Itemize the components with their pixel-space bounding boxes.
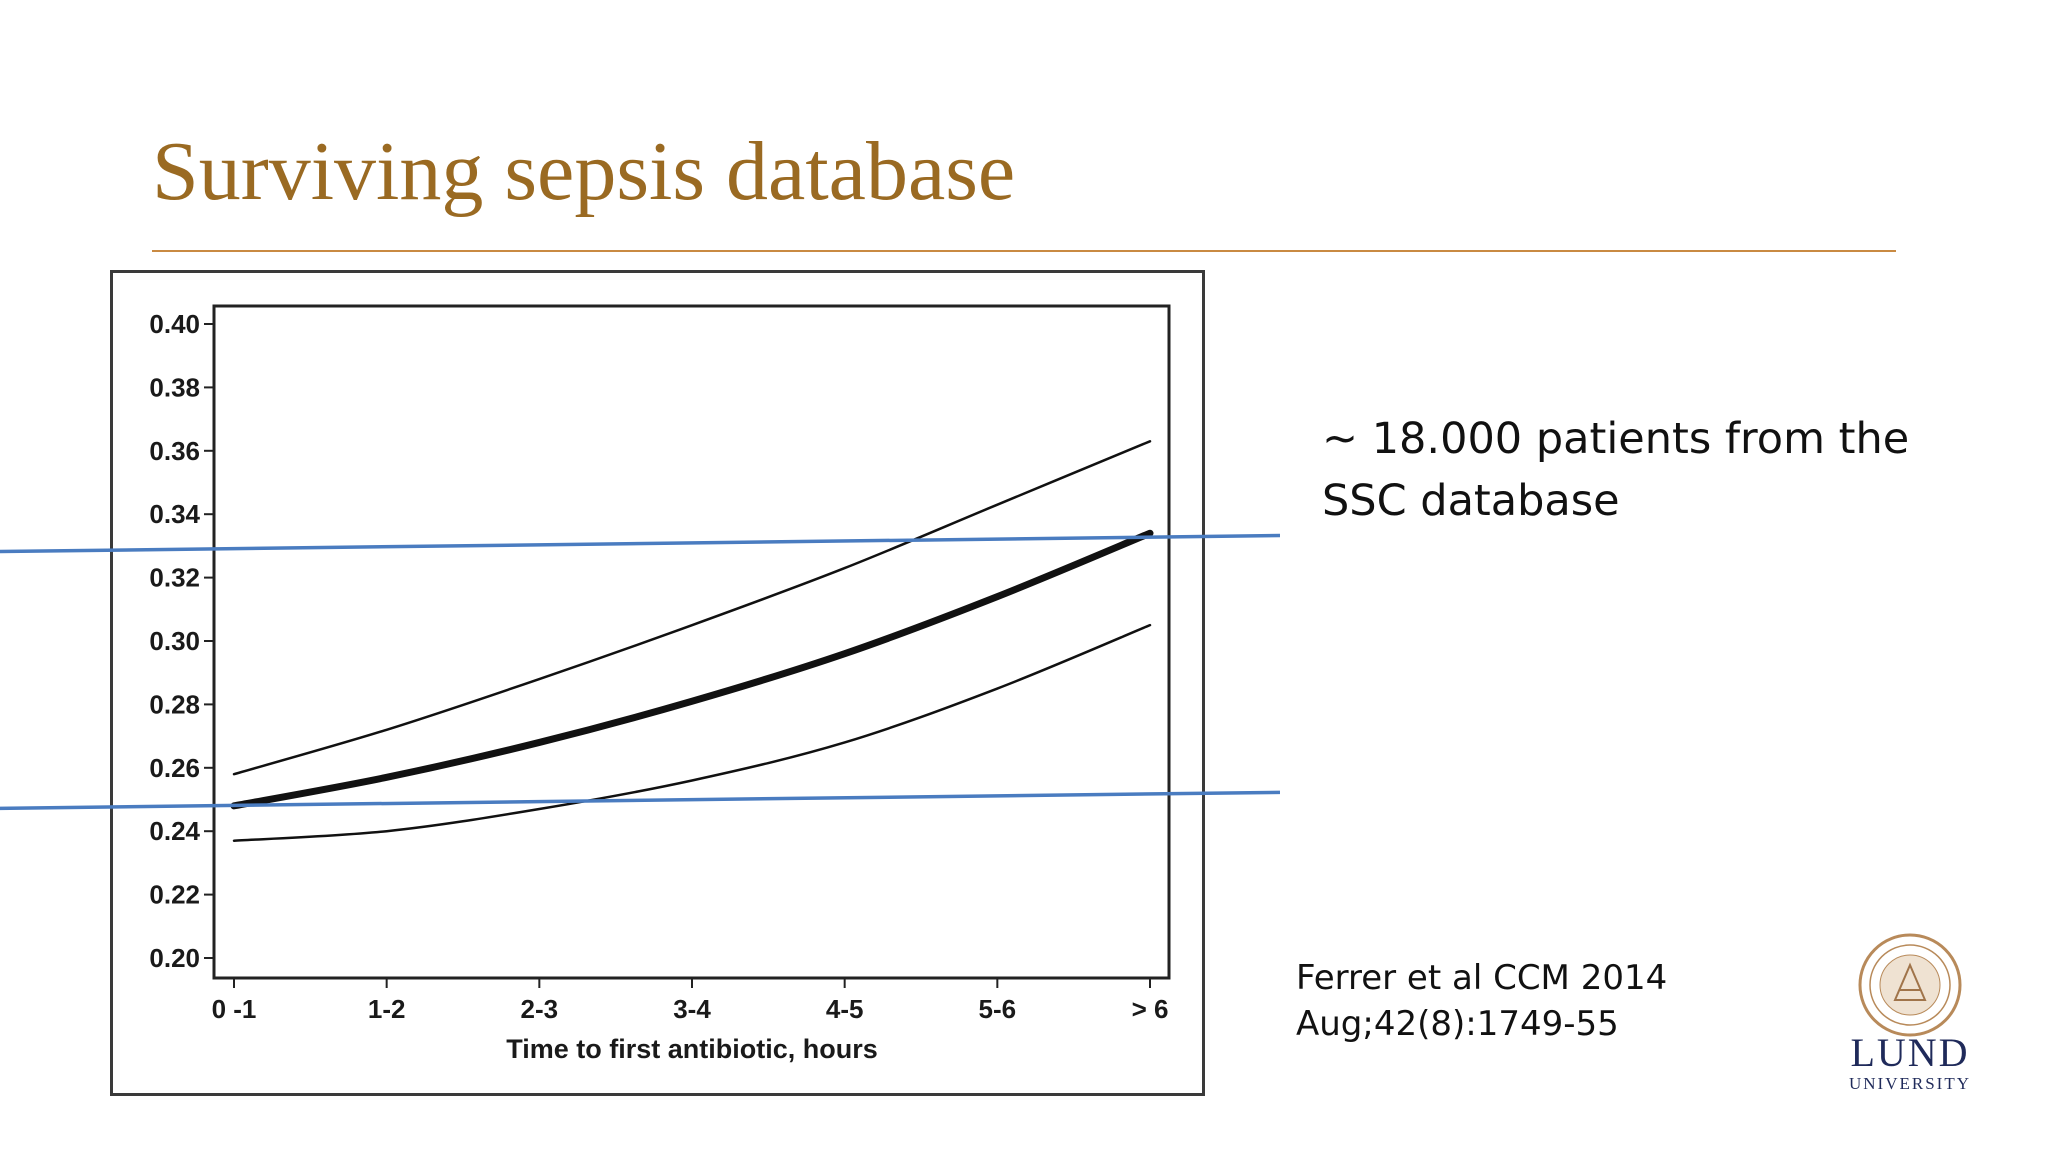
y-tick-label: 0.40 xyxy=(149,309,200,339)
citation-line-2: Aug;42(8):1749-55 xyxy=(1296,1004,1619,1044)
annotation-group xyxy=(0,533,1281,811)
y-axis: 0.20 0.22 0.24 0.26 0.28 0.30 0.32 0.34 0.36 0.38… xyxy=(149,309,214,973)
y-tick-label: 0.26 xyxy=(149,753,200,783)
lower-confidence-line xyxy=(232,623,1152,842)
y-tick-label: 0.36 xyxy=(149,436,200,466)
predicted-mortality-line xyxy=(230,529,1154,810)
series-group xyxy=(230,440,1154,842)
x-tick-label: 5-6 xyxy=(979,994,1017,1024)
plot-area-border xyxy=(212,304,1171,980)
slide-title: Surviving sepsis database xyxy=(152,125,1016,218)
x-tick-label: > 6 xyxy=(1132,994,1169,1024)
logo-subtitle: UNIVERSITY xyxy=(1849,1074,1971,1093)
x-axis-title: Time to first antibiotic, hours xyxy=(506,1034,878,1064)
citation-line-1: Ferrer et al CCM 2014 xyxy=(1296,958,1668,998)
patient-count-text: ~ 18.000 patients from the SSC database xyxy=(1322,414,1910,526)
logo-name: LUND xyxy=(1850,1030,1970,1075)
y-tick-label: 0.38 xyxy=(149,372,200,402)
y-tick-label: 0.20 xyxy=(149,943,200,973)
y-tick-label: 0.34 xyxy=(149,499,200,529)
y-tick-label: 0.24 xyxy=(149,816,200,846)
citation: Ferrer et al CCM 2014 Aug;42(8):1749-55 xyxy=(1296,955,1716,1047)
x-tick-label: 1-2 xyxy=(368,994,406,1024)
upper-confidence-line xyxy=(232,440,1152,776)
x-tick-label: 2-3 xyxy=(521,994,559,1024)
x-axis: 0 -1 1-2 2-3 3-4 4-5 5-6 > 6 xyxy=(212,978,1169,1024)
y-tick-label: 0.32 xyxy=(149,563,200,593)
y-tick-label: 0.28 xyxy=(149,689,200,719)
lower-reference-line xyxy=(0,790,1281,811)
x-tick-label: 0 -1 xyxy=(212,994,257,1024)
x-tick-label: 3-4 xyxy=(673,994,711,1024)
x-tick-label: 4-5 xyxy=(826,994,864,1024)
university-seal-icon xyxy=(1858,933,1962,1037)
upper-reference-line xyxy=(0,533,1281,554)
university-logo-text: LUND UNIVERSITY xyxy=(1840,1032,1980,1094)
title-divider xyxy=(152,250,1896,252)
chart-frame xyxy=(110,270,1205,1096)
y-tick-label: 0.22 xyxy=(149,880,200,910)
y-tick-label: 0.30 xyxy=(149,626,200,656)
